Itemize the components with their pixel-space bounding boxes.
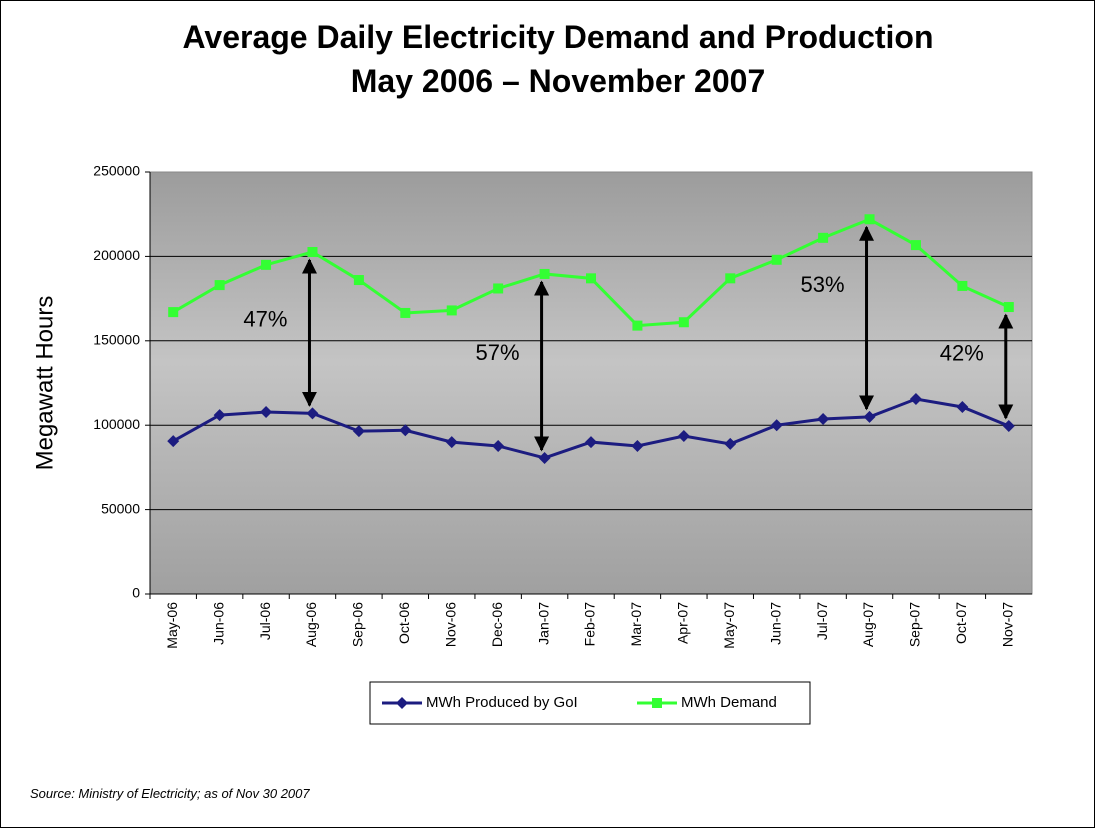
x-tick-label: May-06 [164,602,180,649]
legend-label: MWh Produced by GoI [426,694,578,711]
point [213,409,226,422]
point [493,283,504,294]
point [864,214,875,225]
y-tick-label: 50000 [101,500,140,516]
source-note: Source: Ministry of Electricity; as of N… [30,786,310,801]
point [352,425,365,438]
point [725,273,736,284]
x-tick-label: Sep-06 [350,602,366,647]
point [1003,302,1014,313]
annotation-label: 42% [940,340,984,365]
x-tick-label: Mar-07 [628,602,644,647]
point [167,435,180,448]
x-tick-label: Jun-06 [210,602,226,645]
x-tick-label: Nov-06 [442,602,458,647]
y-tick-label: 250000 [93,163,140,179]
point [539,268,550,279]
y-tick-label: 100000 [93,416,140,432]
point [586,273,596,284]
y-tick-label: 0 [132,585,140,601]
x-tick-label: Jul-07 [814,602,830,640]
point [214,280,225,291]
x-tick-label: Nov-07 [999,602,1015,647]
x-tick-label: May-07 [721,602,737,649]
x-tick-label: Apr-07 [675,602,691,644]
point [863,410,876,423]
point [353,275,364,286]
point [538,451,551,464]
x-tick-label: Jul-06 [257,602,273,640]
x-tick-label: Jan-07 [535,602,551,645]
legend-label: MWh Demand [681,694,777,711]
point [306,407,319,420]
x-tick-label: Jun-07 [767,602,783,645]
x-tick-label: Dec-06 [489,602,505,647]
point [770,419,783,432]
x-tick-label: Oct-07 [953,602,969,644]
x-tick-label: Sep-07 [907,602,923,647]
chart-subtitle: May 2006 – November 2007 [351,63,765,99]
x-tick-label: Aug-07 [860,602,876,647]
point [632,320,643,331]
x-tick-label: Oct-06 [396,602,412,644]
point [585,436,597,449]
x-tick-label: Feb-07 [582,602,598,647]
x-tick-label: Aug-06 [303,602,319,647]
point [307,247,318,258]
point [652,698,662,708]
point [910,240,921,251]
point [957,280,968,291]
point [261,259,272,270]
point [400,307,411,318]
annotation-label: 47% [243,307,287,332]
point [260,406,273,419]
point [399,424,412,437]
y-tick-label: 200000 [93,247,140,263]
point [677,430,690,443]
point [445,436,458,449]
point [678,317,689,328]
chart-title: Average Daily Electricity Demand and Pro… [182,19,933,55]
y-axis-label: Megawatt Hours [31,296,58,471]
point [956,400,969,413]
legend-box [369,681,811,725]
point [396,697,408,709]
point [817,412,830,425]
point [492,439,505,452]
plot-area [149,171,1033,595]
annotation-label: 57% [476,340,520,365]
point [818,232,829,243]
annotation-label: 53% [800,272,844,297]
point [909,393,922,406]
point [631,439,644,452]
point [724,437,737,450]
point [1002,420,1015,433]
point [771,254,782,265]
y-tick-label: 150000 [93,332,140,348]
point [168,307,179,318]
point [446,305,457,316]
